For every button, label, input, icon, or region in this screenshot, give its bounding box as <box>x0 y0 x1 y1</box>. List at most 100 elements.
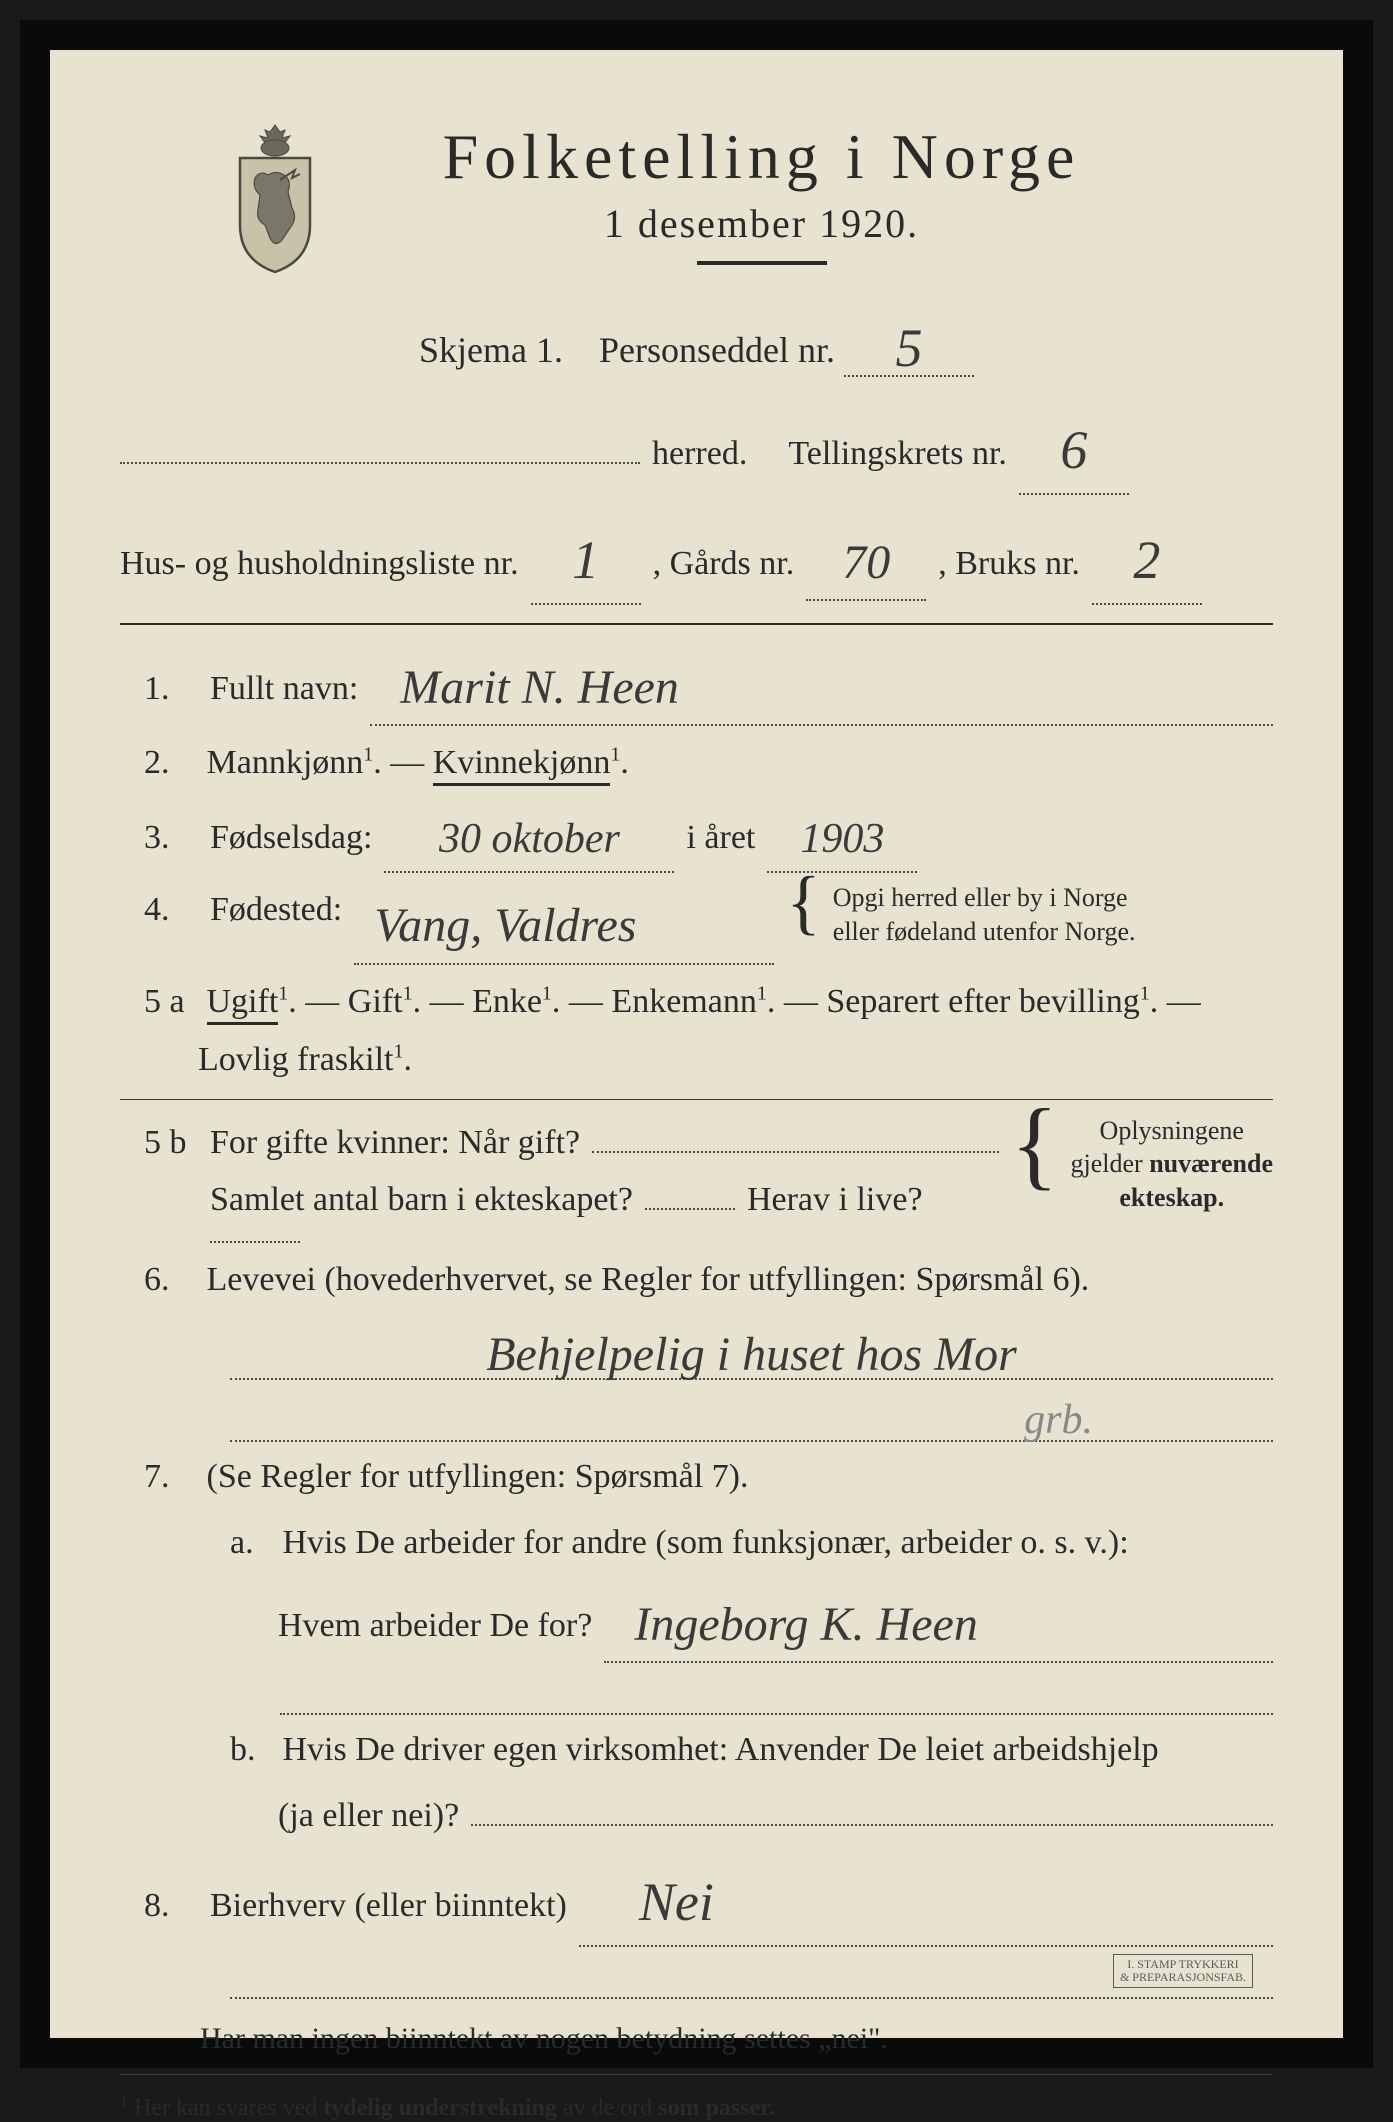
q5b-num: 5 b <box>144 1114 198 1172</box>
q8-field: Nei <box>579 1853 1273 1947</box>
q5b-side-note: Oplysningene gjelder nuværende ekteskap. <box>1071 1114 1273 1215</box>
bottom-note: Har man ingen biinntekt av nogen betydni… <box>200 2013 1273 2064</box>
q5b-note3: ekteskap. <box>1119 1183 1224 1212</box>
title-block: Folketelling i Norge 1 desember 1920. <box>360 120 1273 295</box>
q5a-s4: 1 <box>757 983 767 1005</box>
q7a-blank-line <box>280 1671 1273 1715</box>
q3-day-value: 30 oktober <box>439 816 620 862</box>
q1-label: Fullt navn: <box>210 660 358 718</box>
q5b-note2b: nuværende <box>1149 1149 1273 1178</box>
q6-line2: grb. <box>230 1386 1273 1442</box>
q7a-value: Ingeborg K. Heen <box>634 1598 977 1651</box>
q5a-opt4: Enkemann <box>611 983 756 1020</box>
personseddel-nr-value: 5 <box>895 318 922 378</box>
footnote-bold2: som passer. <box>658 2095 774 2121</box>
q5a-s6: 1 <box>393 1040 403 1062</box>
tellingskrets-label: Tellingskrets nr. <box>788 425 1007 483</box>
hus-nr-value: 1 <box>572 530 599 590</box>
q1-num: 1. <box>144 660 198 718</box>
q7a-line2: Hvem arbeider De for? <box>278 1597 592 1655</box>
skjema-label-left: Skjema 1. <box>419 330 563 370</box>
q2-sup2: 1 <box>610 744 620 766</box>
q8-value: Nei <box>639 1872 714 1932</box>
q4-label: Fødested: <box>210 881 342 939</box>
q5a-opt2: Gift <box>348 983 403 1020</box>
q5a-s1: 1 <box>278 983 288 1005</box>
q1-value: Marit N. Heen <box>400 661 679 714</box>
q6-value2: grb. <box>1024 1397 1093 1443</box>
skjema-label-right: Personseddel nr. <box>599 330 835 370</box>
q6-num: 6. <box>144 1251 198 1309</box>
q5a-opt1-selected: Ugift <box>207 983 279 1025</box>
footnote-sup: 1 <box>120 2093 128 2110</box>
q6-line1: Behjelpelig i huset hos Mor <box>230 1317 1273 1380</box>
q5b-label2a: Samlet antal barn i ekteskapet? <box>210 1171 633 1229</box>
q5b-content: For gifte kvinner: Når gift? Samlet anta… <box>210 1114 999 1244</box>
herred-field <box>120 462 640 464</box>
q5a-row: 5 a Ugift1. — Gift1. — Enke1. — Enkemann… <box>144 973 1273 1089</box>
q7b-field <box>471 1796 1273 1826</box>
q3-row: 3. Fødselsdag: 30 oktober i året 1903 <box>144 800 1273 873</box>
q7a-row: a. Hvis De arbeider for andre (som funks… <box>230 1514 1273 1572</box>
q5a-opt5: Separert efter bevilling <box>826 983 1139 1020</box>
q7a-field: Ingeborg K. Heen <box>604 1580 1273 1664</box>
q7b-num: b. <box>230 1721 274 1779</box>
q5b-field2 <box>645 1208 735 1210</box>
footnote: 1 Her kan svares ved tydelig understrekn… <box>120 2093 1273 2122</box>
q3-mid: i året <box>686 809 755 867</box>
q5b-row: 5 b For gifte kvinner: Når gift? Samlet … <box>144 1114 1273 1244</box>
gards-nr-field: 70 <box>806 518 926 602</box>
q5a-s2: 1 <box>403 983 413 1005</box>
herred-label: herred. <box>652 425 747 483</box>
section-rule-3 <box>120 2074 1273 2075</box>
q1-row: 1. Fullt navn: Marit N. Heen <box>144 643 1273 727</box>
q7b-row: b. Hvis De driver egen virksomhet: Anven… <box>230 1721 1273 1779</box>
hus-nr-field: 1 <box>531 511 641 605</box>
q7-label: (Se Regler for utfyllingen: Spørsmål 7). <box>207 1458 749 1495</box>
q5a-num: 5 a <box>144 973 198 1031</box>
skjema-line: Skjema 1. Personseddel nr. 5 <box>120 313 1273 377</box>
q7b-line1: Hvis De driver egen virksomhet: Anvender… <box>283 1731 1159 1768</box>
q4-field: Vang, Valdres <box>354 881 774 965</box>
q5a-s3: 1 <box>542 983 552 1005</box>
hus-line: Hus- og husholdningsliste nr. 1 , Gårds … <box>120 511 1273 605</box>
q3-num: 3. <box>144 809 198 867</box>
q3-year-value: 1903 <box>800 816 884 862</box>
subtitle: 1 desember 1920. <box>360 200 1163 247</box>
q5b-note1: Oplysningene <box>1100 1116 1244 1145</box>
q4-row: 4. Fødested: Vang, Valdres { Opgi herred… <box>144 881 1273 965</box>
q2-sup1: 1 <box>363 744 373 766</box>
q4-num: 4. <box>144 881 198 939</box>
q7a-line2-row: Hvem arbeider De for? Ingeborg K. Heen <box>250 1580 1273 1664</box>
q4-value: Vang, Valdres <box>374 899 636 952</box>
q6-value1: Behjelpelig i huset hos Mor <box>486 1328 1017 1381</box>
q5a-opt6: Lovlig fraskilt <box>198 1041 393 1078</box>
stamp-line2: & PREPARASJONSFAB. <box>1120 1970 1246 1984</box>
main-title: Folketelling i Norge <box>360 120 1163 194</box>
section-rule-1 <box>120 623 1273 625</box>
q5b-field3 <box>210 1241 300 1243</box>
personseddel-nr-field: 5 <box>844 313 974 377</box>
q3-label: Fødselsdag: <box>210 809 372 867</box>
gards-label: , Gårds nr. <box>653 535 795 593</box>
coat-of-arms-icon <box>220 120 330 275</box>
stamp-line1: I. STAMP TRYKKERI <box>1127 1957 1238 1971</box>
q7-row: 7. (Se Regler for utfyllingen: Spørsmål … <box>144 1448 1273 1506</box>
q4-note1: Opgi herred eller by i Norge <box>833 883 1128 912</box>
q4-note2: eller fødeland utenfor Norge. <box>833 917 1136 946</box>
footnote-bold1: tydelig understrekning <box>323 2095 557 2121</box>
q5b-field1 <box>592 1123 998 1153</box>
q5b-line2: Samlet antal barn i ekteskapet? Herav i … <box>210 1171 999 1243</box>
brace-icon: { <box>786 881 821 924</box>
q6-row: 6. Levevei (hovederhvervet, se Regler fo… <box>144 1251 1273 1309</box>
printer-stamp: I. STAMP TRYKKERI & PREPARASJONSFAB. <box>1113 1954 1253 1988</box>
q7a-line1: Hvis De arbeider for andre (som funksjon… <box>283 1524 1129 1561</box>
census-form-page: Folketelling i Norge 1 desember 1920. Sk… <box>20 20 1373 2068</box>
q2-num: 2. <box>144 734 198 792</box>
q5a-opt3: Enke <box>472 983 542 1020</box>
gards-nr-value: 70 <box>842 536 890 589</box>
bruks-nr-value: 2 <box>1133 530 1160 590</box>
herred-line: herred. Tellingskrets nr. 6 <box>120 401 1273 495</box>
q1-field: Marit N. Heen <box>370 643 1273 727</box>
q6-label: Levevei (hovederhvervet, se Regler for u… <box>207 1261 1090 1298</box>
